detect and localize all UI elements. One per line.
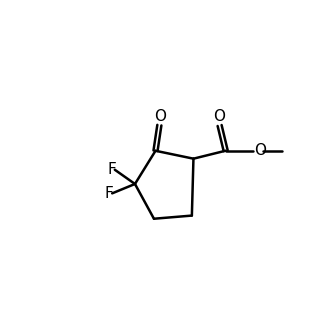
Text: O: O	[213, 109, 225, 124]
Text: F: F	[104, 186, 113, 201]
Text: O: O	[254, 143, 266, 158]
Text: F: F	[107, 161, 116, 177]
Text: O: O	[154, 109, 166, 123]
